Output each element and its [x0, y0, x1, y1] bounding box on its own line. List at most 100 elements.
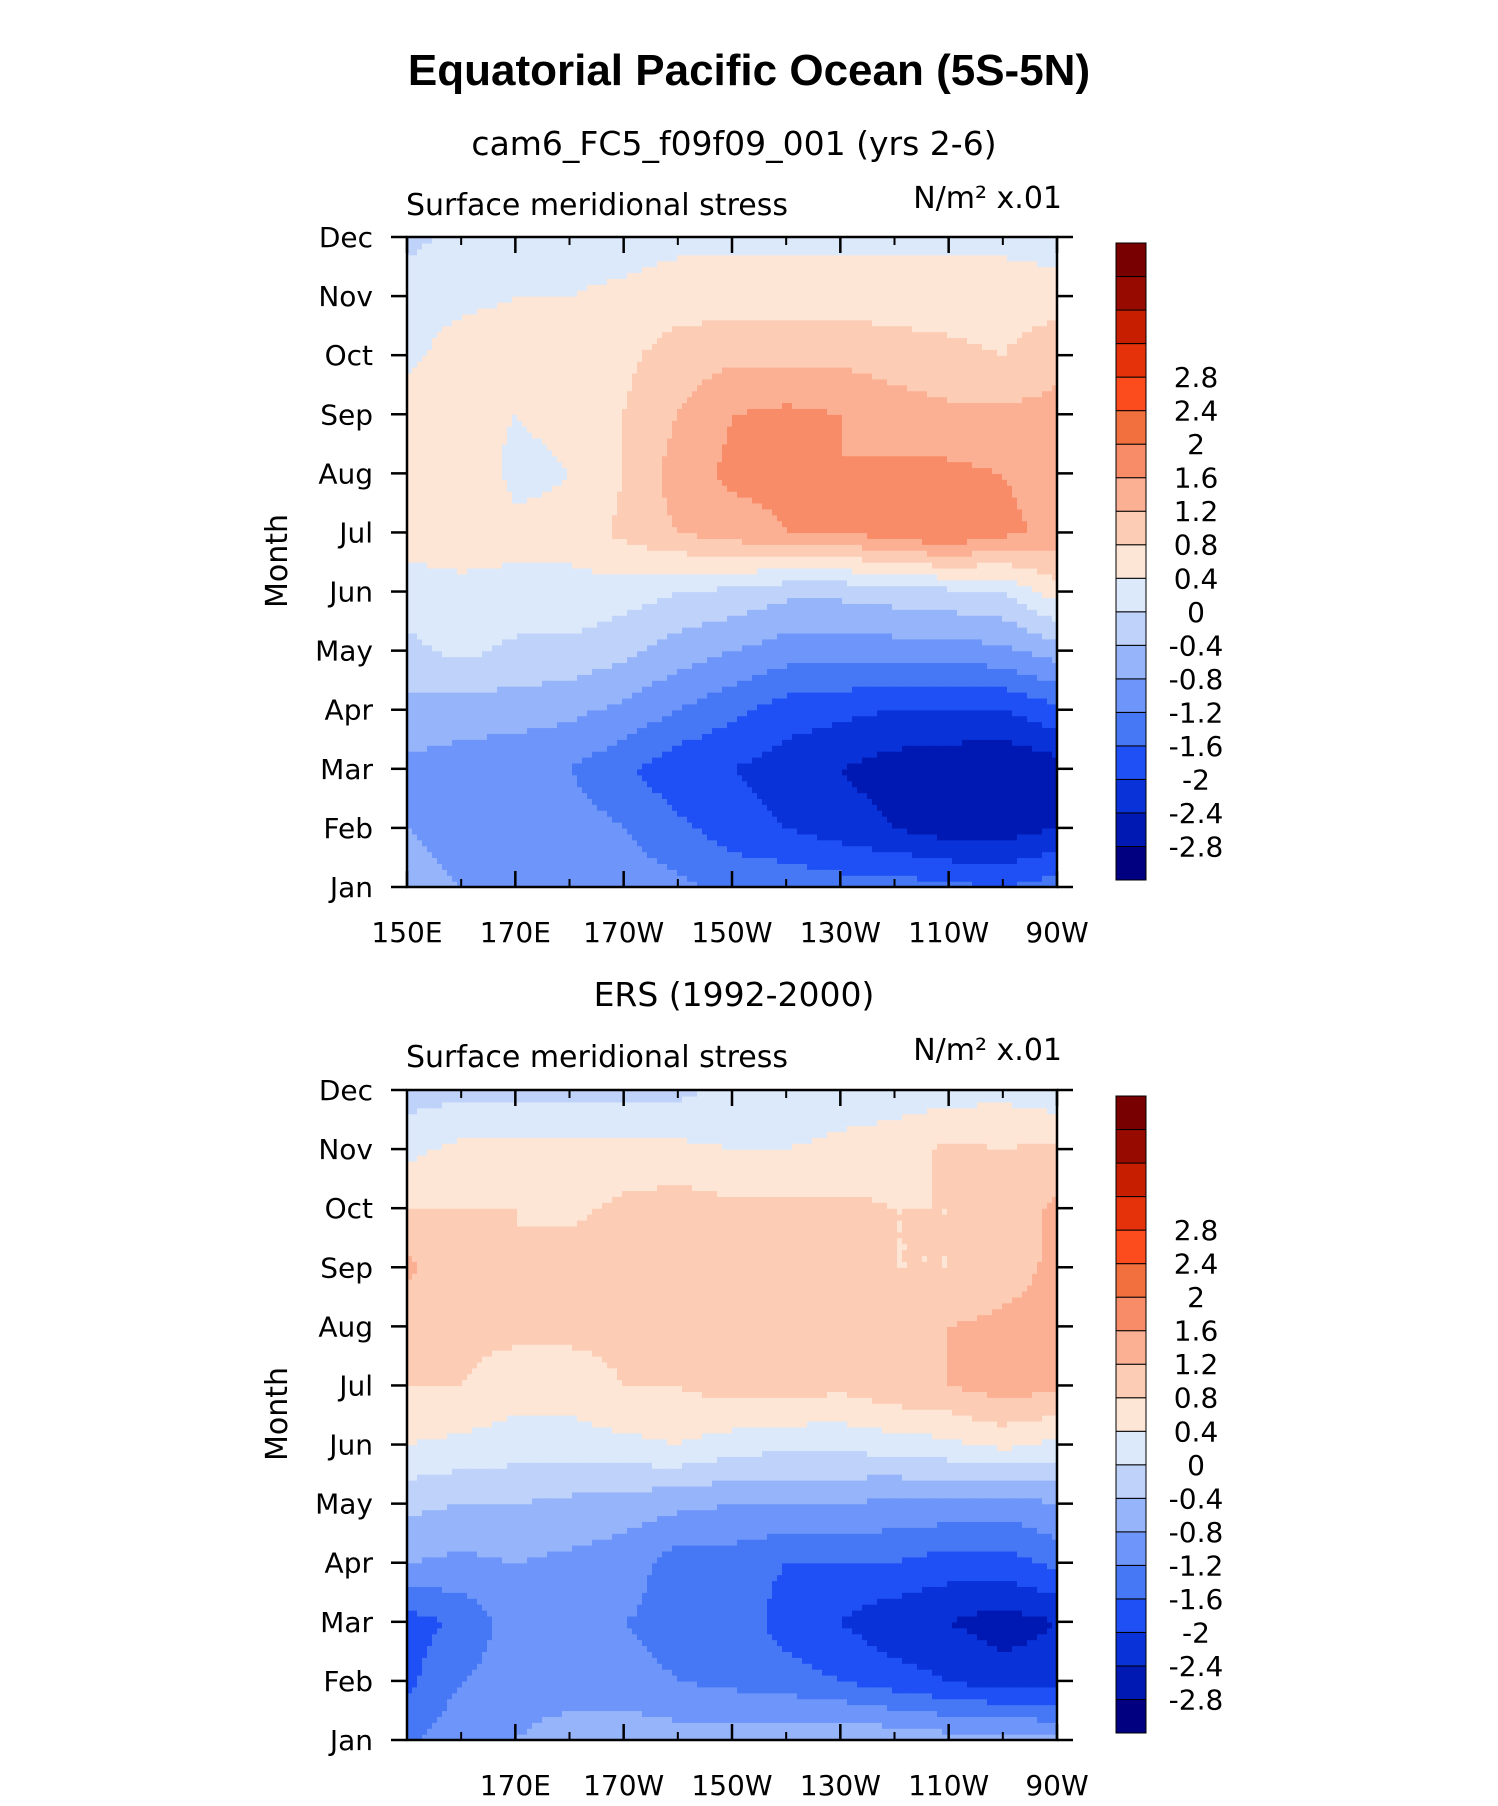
heatmap-cell — [967, 727, 973, 734]
heatmap-cell — [542, 739, 548, 746]
heatmap-cell — [737, 863, 743, 870]
heatmap-cell — [1027, 787, 1033, 794]
heatmap-cell — [992, 804, 998, 811]
heatmap-cell — [562, 840, 568, 847]
heatmap-cell — [837, 698, 843, 705]
heatmap-cell — [972, 751, 978, 758]
heatmap-cell — [637, 857, 643, 864]
heatmap-cell — [832, 745, 838, 752]
heatmap-cell — [417, 869, 423, 876]
heatmap-cell — [1042, 816, 1048, 823]
heatmap-cell — [852, 704, 858, 711]
heatmap-cell — [912, 816, 918, 823]
heatmap-cell — [822, 751, 828, 758]
heatmap-cell — [1037, 674, 1043, 681]
heatmap-cell — [687, 792, 693, 799]
heatmap-cell — [632, 840, 638, 847]
heatmap-cell — [997, 698, 1003, 705]
heatmap-cell — [747, 674, 753, 681]
heatmap-cell — [1037, 775, 1043, 782]
heatmap-cell — [517, 769, 523, 776]
heatmap-cell — [927, 680, 933, 687]
heatmap-cell — [767, 692, 773, 699]
heatmap-cell — [712, 739, 718, 746]
heatmap-cell — [857, 662, 863, 669]
heatmap-cell — [957, 787, 963, 794]
heatmap-cell — [572, 875, 578, 882]
heatmap-cell — [562, 662, 568, 669]
heatmap-cell — [1037, 727, 1043, 734]
heatmap-cell — [792, 763, 798, 770]
heatmap-cell — [997, 822, 1003, 829]
heatmap-cell — [647, 727, 653, 734]
heatmap-cell — [512, 857, 518, 864]
heatmap-cell — [902, 739, 908, 746]
heatmap-cell — [957, 710, 963, 717]
heatmap-cell — [732, 686, 738, 693]
heatmap-cell — [807, 869, 813, 876]
heatmap-cell — [437, 698, 443, 705]
heatmap-cell — [557, 716, 563, 723]
heatmap-cell — [472, 692, 478, 699]
heatmap-cell — [967, 745, 973, 752]
heatmap-cell — [937, 775, 943, 782]
heatmap-cell — [907, 781, 913, 788]
heatmap-cell — [542, 662, 548, 669]
heatmap-cell — [807, 769, 813, 776]
heatmap-cell — [422, 668, 428, 675]
heatmap-cell — [782, 822, 788, 829]
heatmap-cell — [912, 875, 918, 882]
heatmap-cell — [937, 828, 943, 835]
heatmap-cell — [977, 875, 983, 882]
heatmap-cell — [637, 751, 643, 758]
heatmap-cell — [917, 763, 923, 770]
heatmap-cell — [552, 781, 558, 788]
heatmap-cell — [582, 875, 588, 882]
heatmap-cell — [437, 852, 443, 859]
heatmap-cell — [552, 863, 558, 870]
heatmap-cell — [532, 662, 538, 669]
heatmap-cell — [712, 680, 718, 687]
heatmap-cell — [862, 674, 868, 681]
heatmap-cell — [517, 763, 523, 770]
heatmap-cell — [832, 733, 838, 740]
heatmap-cell — [892, 787, 898, 794]
heatmap-cell — [497, 757, 503, 764]
heatmap-cell — [742, 869, 748, 876]
heatmap-cell — [1017, 798, 1023, 805]
heatmap-cell — [847, 798, 853, 805]
heatmap-cell — [767, 787, 773, 794]
heatmap-cell — [507, 716, 513, 723]
heatmap-cell — [762, 739, 768, 746]
heatmap-cell — [697, 834, 703, 841]
heatmap-cell — [412, 751, 418, 758]
heatmap-cell — [627, 857, 633, 864]
heatmap-cell — [422, 852, 428, 859]
heatmap-cell — [427, 662, 433, 669]
heatmap-cell — [942, 810, 948, 817]
heatmap-cell — [472, 716, 478, 723]
heatmap-cell — [632, 763, 638, 770]
heatmap-cell — [942, 822, 948, 829]
heatmap-cell — [587, 787, 593, 794]
heatmap-cell — [687, 692, 693, 699]
heatmap-cell — [552, 792, 558, 799]
heatmap-cell — [547, 745, 553, 752]
heatmap-cell — [847, 739, 853, 746]
heatmap-cell — [917, 686, 923, 693]
heatmap-cell — [452, 757, 458, 764]
heatmap-cell — [642, 787, 648, 794]
heatmap-cell — [942, 710, 948, 717]
heatmap-cell — [492, 657, 498, 664]
heatmap-cell — [897, 775, 903, 782]
heatmap-cell — [687, 869, 693, 876]
heatmap-cell — [757, 792, 763, 799]
heatmap-cell — [507, 727, 513, 734]
heatmap-cell — [622, 745, 628, 752]
heatmap-cell — [482, 834, 488, 841]
heatmap-cell — [617, 668, 623, 675]
heatmap-cell — [927, 733, 933, 740]
heatmap-cell — [892, 828, 898, 835]
heatmap-cell — [852, 674, 858, 681]
heatmap-cell — [722, 769, 728, 776]
